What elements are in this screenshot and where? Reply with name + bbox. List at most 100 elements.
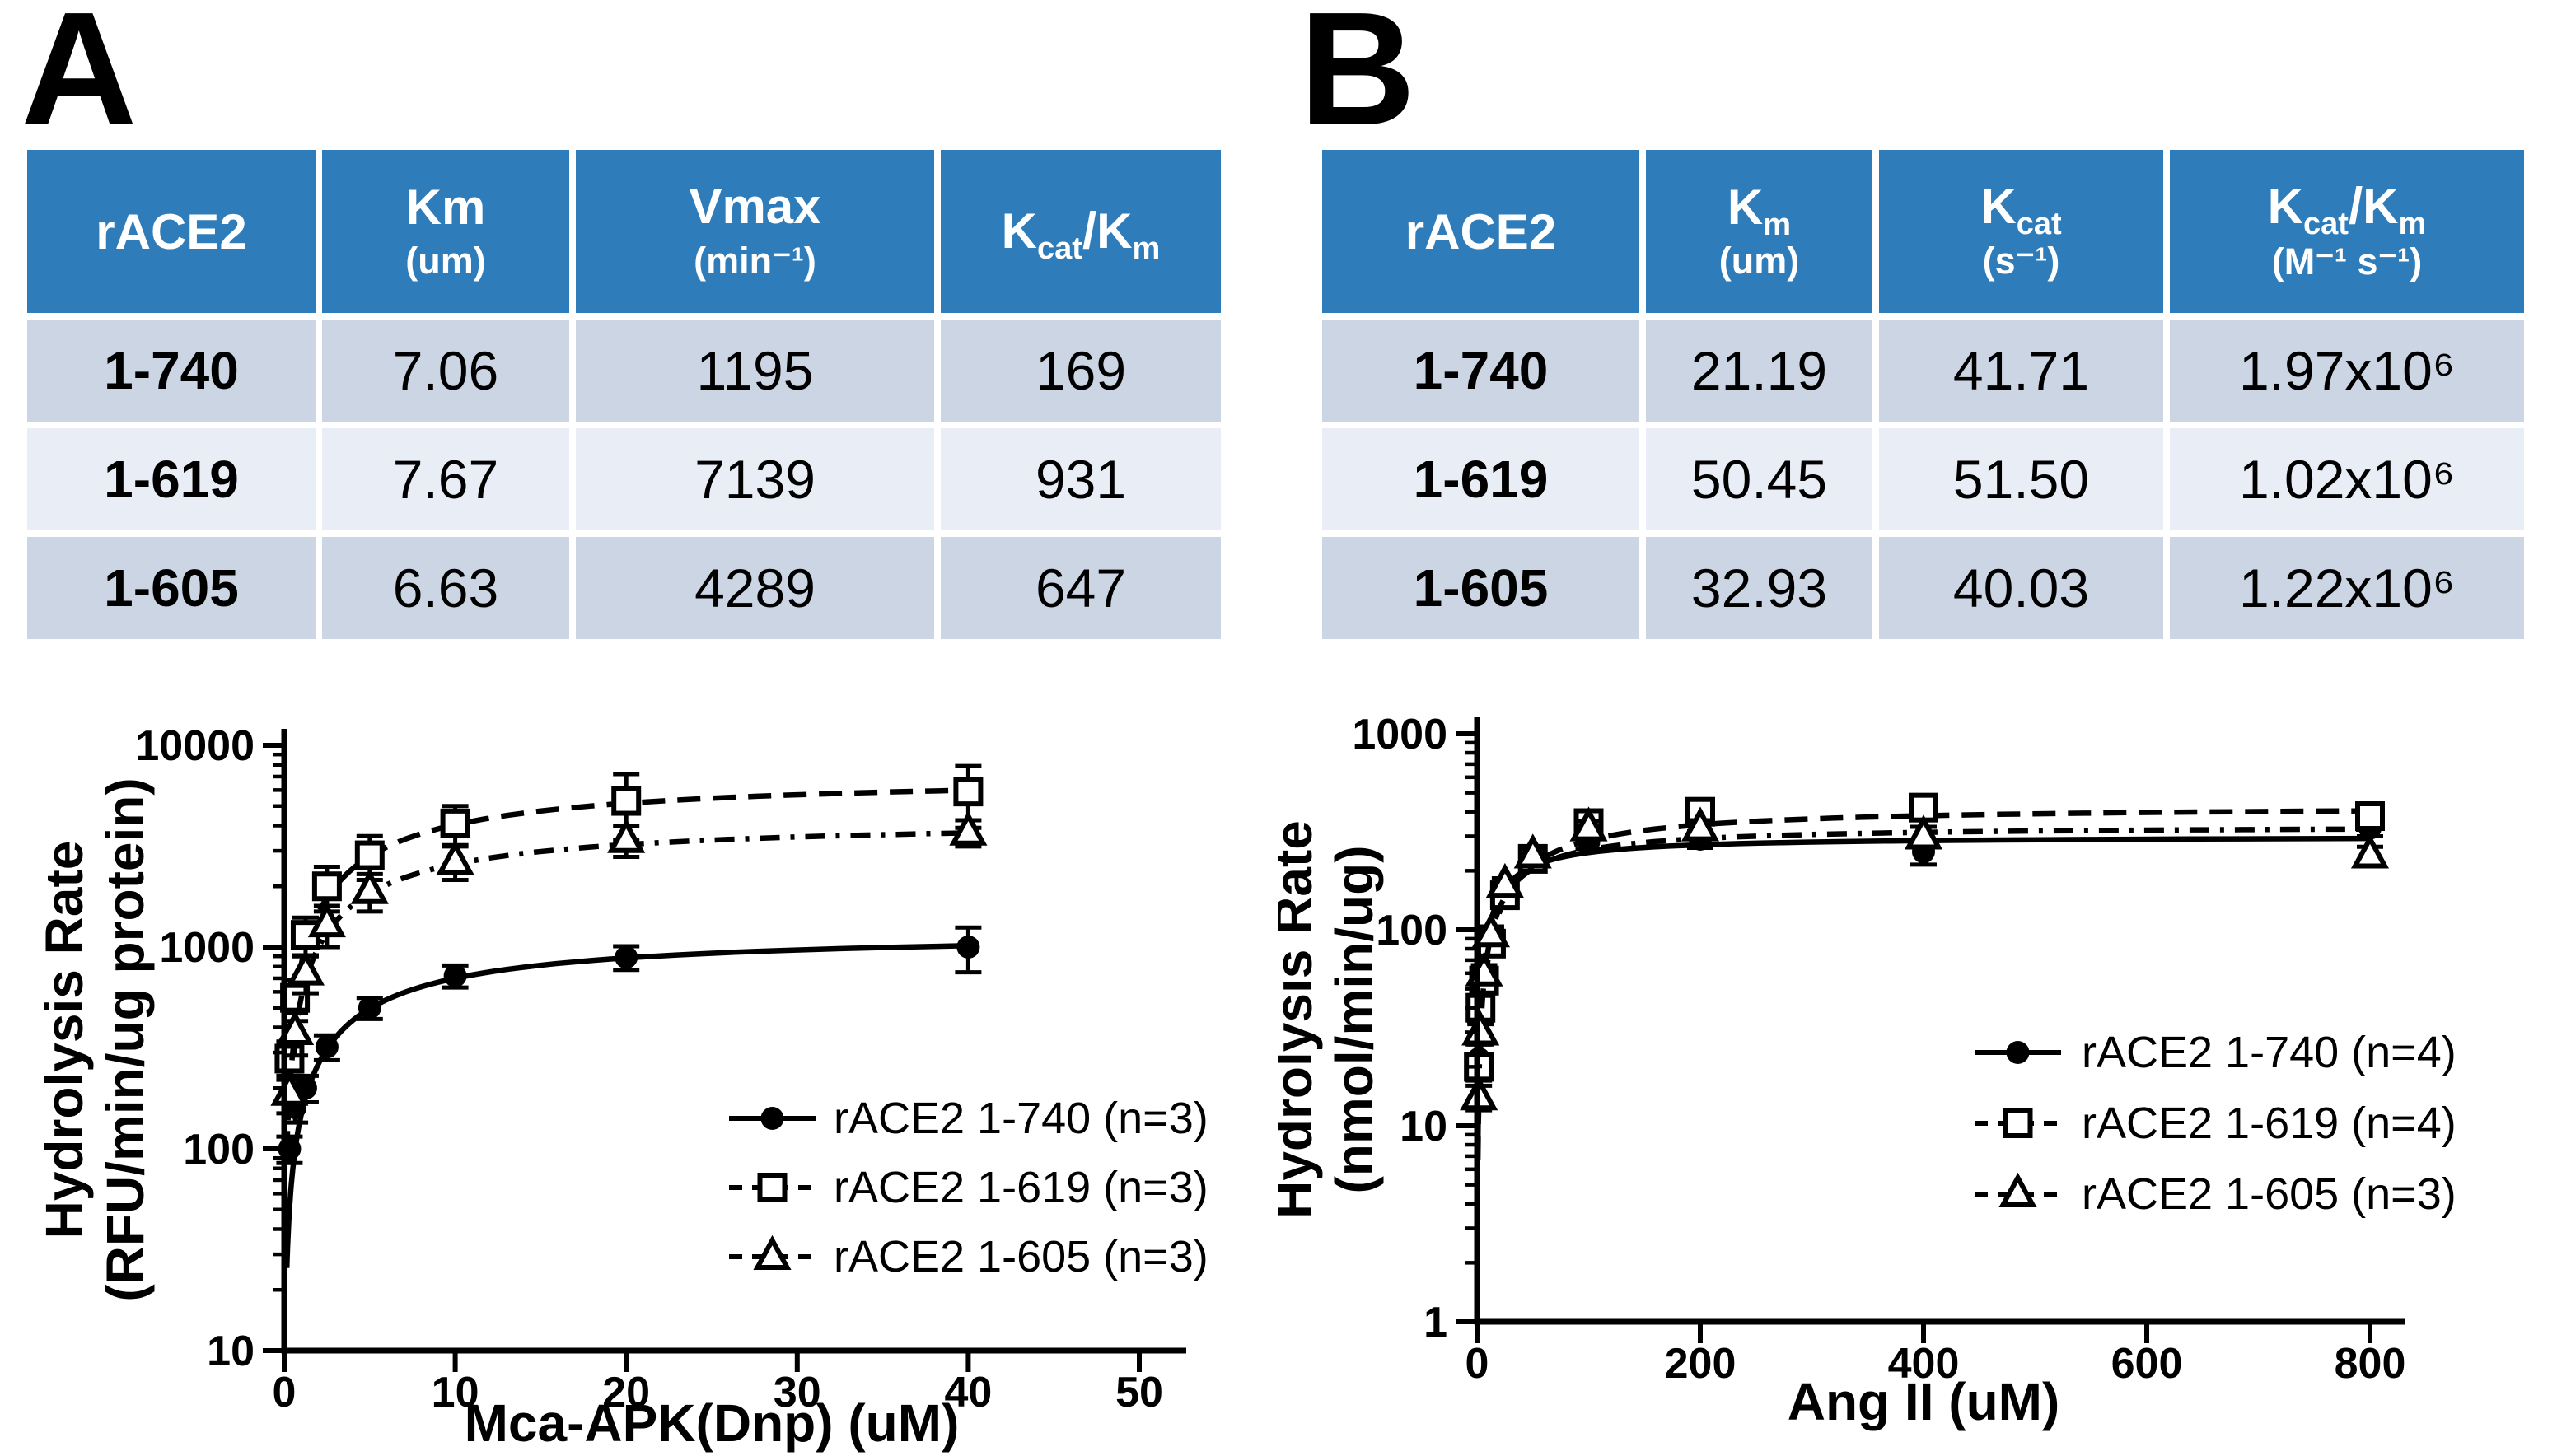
svg-text:200: 200	[1665, 1340, 1737, 1388]
panel-a: A rACE2 Km (um) Vmax (min⁻¹)	[0, 0, 1278, 1456]
table-a-col-kcat-km: Kcat/Km	[941, 150, 1221, 313]
table-b-col-race2: rACE2	[1322, 150, 1639, 313]
table-cell: 21.19	[1646, 320, 1872, 422]
data-points	[270, 810, 988, 1106]
table-cell: 647	[941, 537, 1221, 639]
fit-curve	[1475, 826, 2371, 1145]
axis-tick-labels: 10 100 1000 10000 0 10 20 30 40 50	[135, 722, 1163, 1416]
table-cell: 1-605	[1322, 537, 1639, 639]
table-cell: 931	[941, 428, 1221, 530]
table-a-header-row: rACE2 Km (um) Vmax (min⁻¹) Kcat/Km	[27, 150, 1221, 313]
legend-label: rACE2 1-619 (n=3)	[834, 1163, 1208, 1212]
table-cell: 40.03	[1879, 537, 2163, 639]
table-a-col-vmax: Vmax (min⁻¹)	[576, 150, 934, 313]
legend: rACE2 1-740 (n=4) rACE2 1-619 (n=4) rACE2 …	[1975, 1028, 2456, 1219]
svg-text:400: 400	[1888, 1340, 1960, 1388]
table-cell: 51.50	[1879, 428, 2163, 530]
x-axis-title: Mca-APK(Dnp) (uM)	[465, 1393, 960, 1453]
table-cell: 6.63	[322, 537, 569, 639]
panel-a-label: A	[21, 0, 138, 159]
table-cell: 41.71	[1879, 320, 2163, 422]
svg-text:30: 30	[774, 1369, 821, 1416]
series-2	[270, 810, 988, 1151]
fit-curve	[283, 830, 969, 1151]
table-cell: 1195	[576, 320, 934, 422]
table-cell: 1.97x10⁶	[2170, 320, 2524, 422]
table-cell: 1-740	[27, 320, 316, 422]
table-cell: 4289	[576, 537, 934, 639]
table-cell: 1-619	[1322, 428, 1639, 530]
svg-text:1: 1	[1423, 1299, 1447, 1346]
svg-text:0: 0	[1465, 1340, 1489, 1388]
panel-b: B rACE2 Km (um) Kcat (s⁻¹)	[1278, 0, 2557, 1456]
legend-item: rACE2 1-740 (n=3)	[729, 1094, 1208, 1143]
panel-b-label: B	[1299, 0, 1416, 159]
table-cell: 1.02x10⁶	[2170, 428, 2524, 530]
svg-text:1000: 1000	[1352, 711, 1447, 758]
table-row: 1-605 6.63 4289 647	[27, 537, 1221, 639]
x-axis-title: Ang II (uM)	[1788, 1372, 2060, 1431]
table-row: 1-740 21.19 41.71 1.97x10⁶	[1322, 320, 2524, 422]
table-row: 1-740 7.06 1195 169	[27, 320, 1221, 422]
table-cell: 1.22x10⁶	[2170, 537, 2524, 639]
axis-tick-labels: 1 10 100 1000 0 200 400 600 800	[1352, 711, 2405, 1388]
table-row: 1-605 32.93 40.03 1.22x10⁶	[1322, 537, 2524, 639]
table-row: 1-619 50.45 51.50 1.02x10⁶	[1322, 428, 2524, 530]
kinetics-table-b: rACE2 Km (um) Kcat (s⁻¹) Kcat/Km (M⁻¹ s⁻…	[1316, 143, 2531, 646]
y-axis-title-line: Hydrolysis Rate	[1278, 820, 1323, 1219]
series-1	[274, 763, 984, 1119]
table-cell: 50.45	[1646, 428, 1872, 530]
svg-text:50: 50	[1115, 1369, 1163, 1416]
table-cell: 7139	[576, 428, 934, 530]
table-cell: 1-619	[27, 428, 316, 530]
y-axis-title-line: (RFU/min/ug protein)	[96, 777, 155, 1301]
legend: rACE2 1-740 (n=3) rACE2 1-619 (n=3) rACE2 …	[729, 1094, 1208, 1281]
svg-text:10: 10	[1400, 1103, 1447, 1150]
legend-label: rACE2 1-605 (n=3)	[834, 1232, 1208, 1281]
svg-text:100: 100	[1376, 907, 1447, 954]
svg-text:40: 40	[944, 1369, 992, 1416]
table-a-col-km: Km (um)	[322, 150, 569, 313]
table-b-col-km: Km (um)	[1646, 150, 1872, 313]
svg-text:10: 10	[207, 1328, 255, 1375]
svg-text:800: 800	[2335, 1340, 2406, 1388]
svg-text:1000: 1000	[159, 924, 255, 972]
svg-text:100: 100	[183, 1126, 255, 1174]
svg-text:0: 0	[273, 1369, 297, 1416]
table-row: 1-619 7.67 7139 931	[27, 428, 1221, 530]
y-axis-title-line: Hydrolysis Rate	[35, 841, 94, 1239]
table-cell: 1-605	[27, 537, 316, 639]
legend-item: rACE2 1-605 (n=3)	[729, 1232, 1208, 1281]
svg-text:10: 10	[432, 1369, 479, 1416]
axes	[263, 729, 1186, 1372]
axis-titles: Mca-APK(Dnp) (uM) Hydrolysis Rate (RFU/min…	[35, 777, 959, 1453]
table-cell: 7.67	[322, 428, 569, 530]
legend-item: rACE2 1-740 (n=4)	[1975, 1028, 2456, 1077]
table-cell: 1-740	[1322, 320, 1639, 422]
table-b-header-row: rACE2 Km (um) Kcat (s⁻¹) Kcat/Km (M⁻¹ s⁻…	[1322, 150, 2524, 313]
svg-text:20: 20	[602, 1369, 650, 1416]
svg-text:10000: 10000	[135, 722, 255, 770]
legend-label: rACE2 1-605 (n=3)	[2082, 1169, 2456, 1219]
table-a-col-race2: rACE2	[27, 150, 316, 313]
legend-item: rACE2 1-605 (n=3)	[1975, 1169, 2456, 1219]
kinetics-table-a: rACE2 Km (um) Vmax (min⁻¹) Kcat/Km	[21, 143, 1227, 646]
table-b-col-kcat-km: Kcat/Km (M⁻¹ s⁻¹)	[2170, 150, 2524, 313]
svg-text:600: 600	[2111, 1340, 2183, 1388]
axis-titles: Ang II (uM) Hydrolysis Rate (nmol/min/ug)	[1278, 820, 2059, 1431]
axes	[1456, 717, 2405, 1343]
table-cell: 7.06	[322, 320, 569, 422]
legend-item: rACE2 1-619 (n=4)	[1975, 1099, 2456, 1148]
y-axis-title-line: (nmol/min/ug)	[1325, 845, 1384, 1193]
table-b-col-kcat: Kcat (s⁻¹)	[1879, 150, 2163, 313]
legend-label: rACE2 1-740 (n=4)	[2082, 1028, 2456, 1077]
table-cell: 169	[941, 320, 1221, 422]
legend-label: rACE2 1-740 (n=3)	[834, 1094, 1208, 1143]
chart-b: 1 10 100 1000 0 200 400 600 800 Ang II (uM) Hydrol…	[1278, 711, 2456, 1431]
data-points	[274, 777, 984, 1074]
legend-item: rACE2 1-619 (n=3)	[729, 1163, 1208, 1212]
chart-a: 10 100 1000 10000 0 10 20 30 40 50 Mca-APK(Dnp) (u…	[35, 722, 1208, 1453]
legend-label: rACE2 1-619 (n=4)	[2082, 1099, 2456, 1148]
table-cell: 32.93	[1646, 537, 1872, 639]
